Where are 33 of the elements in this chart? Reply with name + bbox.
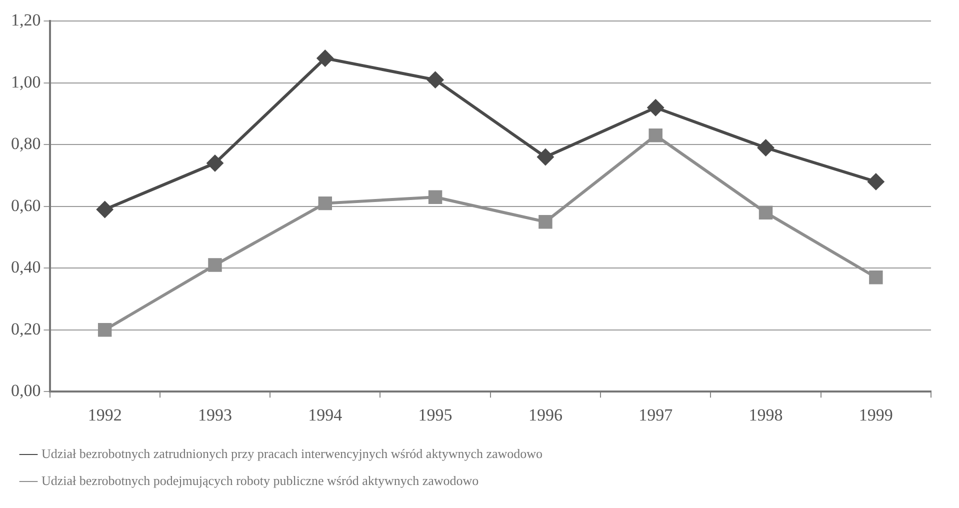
y-tick-label: 0,20 — [11, 319, 41, 338]
x-tick-label: 1992 — [88, 405, 122, 424]
point — [96, 200, 114, 218]
point — [758, 206, 773, 220]
x-tick-label: 1999 — [858, 405, 893, 424]
y-tick-label: 1,20 — [11, 10, 41, 30]
x-tick-label: 1997 — [638, 405, 674, 424]
legend-label: Udział bezrobotnych zatrudnionych przy pracach interwencyjnych wśród aktywnych zawodowo — [42, 446, 543, 461]
x-tick-label: 1995 — [418, 405, 452, 424]
point — [647, 99, 664, 116]
point — [538, 214, 552, 229]
y-tick-label: 0,60 — [11, 196, 41, 215]
point — [869, 270, 883, 284]
x-tick-label: 1998 — [748, 405, 783, 424]
point — [867, 173, 884, 190]
y-tick-label: 0,80 — [11, 134, 41, 154]
point — [648, 128, 662, 142]
point — [208, 258, 222, 272]
point — [98, 323, 112, 337]
point — [536, 148, 554, 166]
legend-label: Udział bezrobotnych podejmujących roboty publiczne wśród aktywnych zawodowo — [42, 472, 479, 488]
point — [428, 190, 442, 204]
x-tick-label: 1993 — [198, 405, 232, 424]
point — [426, 71, 444, 88]
point — [757, 139, 774, 156]
point — [318, 196, 332, 210]
x-tick-label: 1996 — [528, 405, 562, 424]
y-tick-label: 0,40 — [11, 258, 41, 277]
y-tick-label: 1,00 — [11, 72, 41, 92]
point — [206, 154, 224, 172]
point — [316, 50, 334, 67]
x-tick-label: 1994 — [308, 405, 343, 424]
y-tick-label: 0,00 — [11, 381, 41, 400]
